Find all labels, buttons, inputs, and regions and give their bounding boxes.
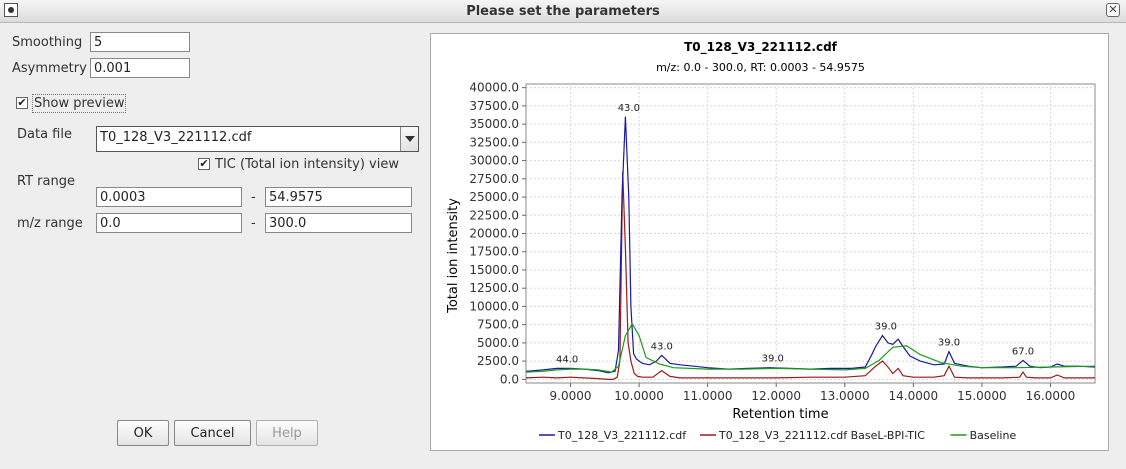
rt-range-label: RT range [17,174,75,189]
y-axis-label: Total ion intensity [446,198,461,314]
tic-checkbox[interactable]: ✔ [198,157,210,170]
close-icon[interactable]: ✕ [1106,3,1120,17]
x-tick-label: 11.0000 [683,389,733,403]
mz-min-input[interactable] [96,213,242,233]
peak-annotation: 43.0 [618,103,640,114]
y-tick-label: 15000.0 [469,263,519,277]
data-file-value: T0_128_V3_221112.cdf [100,130,252,145]
chevron-down-icon[interactable] [400,127,418,151]
show-preview-checkbox[interactable]: ✔ [16,96,28,109]
x-axis-label: Retention time [732,407,828,422]
y-tick-label: 17500.0 [469,245,519,259]
peak-annotation: 39.0 [762,354,784,365]
y-tick-label: 32500.0 [469,135,519,149]
x-tick-label: 12.0000 [751,389,801,403]
x-tick-label: 10.0000 [614,389,664,403]
y-tick-label: 27500.0 [469,172,519,186]
x-tick-label: 14.0000 [889,389,939,403]
series-line-1 [526,171,1095,380]
tic-label[interactable]: TIC (Total ion intensity) view [215,157,399,172]
y-tick-label: 20000.0 [469,227,519,241]
peak-annotation: 43.0 [651,341,673,352]
help-button[interactable]: Help [256,420,318,446]
y-tick-label: 35000.0 [469,117,519,131]
mz-range-separator: - [251,216,256,231]
y-tick-label: 30000.0 [469,154,519,168]
app-icon [4,3,18,17]
x-tick-label: 16.0000 [1026,389,1076,403]
rt-max-input[interactable] [265,187,412,207]
mz-range-label: m/z range [17,216,83,231]
rt-min-input[interactable] [96,187,242,207]
chart-subtitle: m/z: 0.0 - 300.0, RT: 0.0003 - 54.9575 [656,61,865,74]
asymmetry-input[interactable] [90,58,190,78]
y-tick-label: 40000.0 [469,81,519,95]
data-file-label: Data file [17,127,72,142]
x-tick-label: 15.0000 [957,389,1007,403]
title-bar: Please set the parameters ✕ [0,0,1126,23]
preview-chart-panel: T0_128_V3_221112.cdf m/z: 0.0 - 300.0, RT… [430,33,1109,451]
y-tick-label: 22500.0 [469,208,519,222]
data-file-select[interactable]: T0_128_V3_221112.cdf [96,126,419,152]
y-tick-label: 7500.0 [477,318,519,332]
peak-annotation: 67.0 [1012,346,1034,357]
peak-annotation: 44.0 [556,354,578,365]
cancel-button[interactable]: Cancel [174,420,251,446]
smoothing-input[interactable] [90,32,190,52]
asymmetry-label: Asymmetry [12,61,87,76]
peak-annotation: 39.0 [875,322,897,333]
smoothing-label: Smoothing [12,35,83,50]
mz-max-input[interactable] [265,213,412,233]
legend-label: T0_128_V3_221112.cdf [557,429,687,442]
y-tick-label: 5000.0 [477,336,519,350]
ok-button[interactable]: OK [117,420,169,446]
preview-chart: T0_128_V3_221112.cdf m/z: 0.0 - 300.0, RT… [446,40,1096,442]
show-preview-label[interactable]: Show preview [32,94,127,113]
legend-label: Baseline [970,429,1017,442]
x-tick-label: 13.0000 [820,389,870,403]
y-tick-label: 12500.0 [469,281,519,295]
legend-label: T0_128_V3_221112.cdf BaseL-BPI-TIC [718,429,925,442]
series-line-2 [526,322,1095,373]
chart-title: T0_128_V3_221112.cdf [684,40,838,55]
y-tick-label: 0.0 [500,372,519,386]
peak-annotation: 39.0 [938,338,960,349]
rt-range-separator: - [251,190,256,205]
x-tick-label: 9.0000 [550,389,592,403]
window-title: Please set the parameters [466,4,660,19]
y-tick-label: 2500.0 [477,354,519,368]
y-tick-label: 37500.0 [469,99,519,113]
y-tick-label: 10000.0 [469,299,519,313]
y-tick-label: 25000.0 [469,190,519,204]
